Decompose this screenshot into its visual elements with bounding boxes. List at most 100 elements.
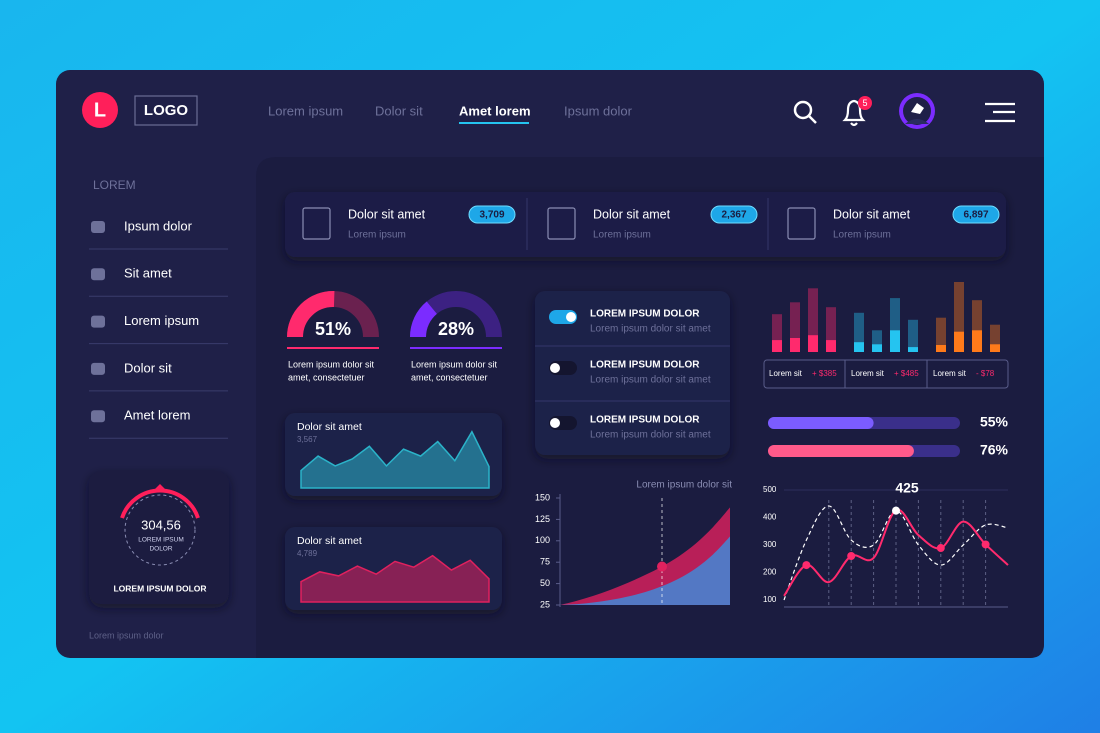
point: [981, 540, 990, 549]
stat-value: 6,897: [963, 210, 988, 221]
toggle-title: LOREM IPSUM DOLOR: [590, 415, 700, 426]
menu-icon[interactable]: [985, 102, 1015, 123]
widget-pointer: [154, 484, 166, 490]
widget-ring: [124, 494, 196, 566]
menu-icon: [91, 268, 105, 281]
legend-value: + $485: [894, 369, 919, 378]
menu-item[interactable]: Sit amet: [124, 266, 172, 281]
badge: [858, 96, 872, 110]
legend-value: + $385: [812, 369, 837, 378]
toggle-subtitle: Lorem ipsum dolor sit amet: [590, 430, 711, 441]
nav-underline: [459, 122, 529, 124]
progress-label: 76%: [980, 442, 1009, 458]
sparkline-title: Dolor sit amet: [297, 535, 362, 547]
menu-icon: [91, 315, 105, 328]
bar-highlight: [808, 335, 818, 352]
stats-strip: [285, 192, 1006, 257]
gauge-text: Lorem ipsum dolor sit: [288, 359, 375, 369]
nav-item[interactable]: Dolor sit: [375, 103, 423, 118]
bar: [808, 288, 818, 352]
search-icon[interactable]: [793, 100, 817, 124]
y-tick-label: 100: [535, 535, 550, 545]
bar-highlight: [790, 338, 800, 352]
y-tick-label: 500: [763, 485, 777, 494]
bar-legend-box: [763, 359, 1009, 389]
sidebar-heading: LOREM: [93, 178, 136, 192]
menu-icon: [91, 410, 105, 423]
y-tick-label: 50: [540, 578, 550, 588]
bar: [872, 330, 882, 352]
toggle-knob: [550, 363, 560, 373]
bar-highlight: [772, 340, 782, 352]
stat-badge: [710, 205, 758, 224]
annotation: 425: [895, 480, 919, 496]
legend-label: Lorem sit: [769, 369, 803, 378]
menu-item[interactable]: Ipsum dolor: [124, 218, 193, 233]
y-tick-label: 400: [763, 513, 777, 522]
logo-letter: L: [94, 99, 106, 121]
menu-item[interactable]: Amet lorem: [124, 408, 190, 423]
progress-label: 55%: [980, 414, 1009, 430]
sparkline-subtitle: 3,567: [297, 435, 318, 444]
bar-highlight: [990, 344, 1000, 352]
stat-icon: [547, 207, 576, 240]
nav-item[interactable]: Lorem ipsum: [268, 103, 343, 118]
bar: [772, 314, 782, 352]
menu-item[interactable]: Lorem ipsum: [124, 313, 199, 328]
bar-highlight: [872, 344, 882, 352]
toggle-subtitle: Lorem ipsum dolor sit amet: [590, 324, 711, 335]
stat-title: Dolor sit amet: [348, 207, 426, 221]
nav-item[interactable]: Ipsum dolor: [564, 103, 633, 118]
stat-subtitle: Lorem ipsum: [348, 230, 406, 241]
avatar-body: [905, 119, 929, 124]
gauge-value: [287, 291, 335, 338]
widget-caption: DOLOR: [149, 546, 172, 553]
widget-caption: LOREM IPSUM: [138, 537, 184, 544]
area: [560, 536, 730, 605]
bar: [972, 300, 982, 352]
y-tick-label: 125: [535, 514, 550, 524]
menu-icon: [91, 221, 105, 233]
bar-highlight: [908, 347, 918, 352]
gauge-text: Lorem ipsum dolor sit: [411, 359, 498, 369]
gauge-label: 28%: [438, 319, 474, 339]
bell-icon[interactable]: [842, 99, 866, 127]
sparkline-title: Dolor sit amet: [297, 421, 362, 433]
y-tick-label: 300: [763, 540, 777, 549]
bar: [826, 307, 836, 352]
avatar-face: [911, 103, 924, 114]
logo-box: [134, 95, 198, 126]
bar: [890, 298, 900, 352]
widget-card: [89, 471, 229, 604]
marker: [657, 561, 667, 572]
y-tick-label: 75: [540, 557, 550, 567]
stat-value: 3,709: [479, 210, 504, 221]
stat-badge: [468, 205, 516, 224]
sparkline-area: [300, 430, 490, 489]
widget-value: 304,56: [141, 517, 181, 532]
menu-icon: [91, 362, 105, 375]
y-tick-label: 150: [535, 492, 550, 502]
menu-item[interactable]: Dolor sit: [124, 360, 172, 375]
stat-icon: [787, 207, 816, 240]
bar-highlight: [854, 342, 864, 352]
progress-bar: [768, 417, 874, 429]
stat-icon: [302, 207, 331, 240]
bar-highlight: [826, 340, 836, 352]
toggle-card: [535, 291, 730, 455]
legend-label: Lorem sit: [851, 369, 885, 378]
bar: [936, 317, 946, 352]
gauge-text: amet, consectetuer: [288, 372, 365, 382]
point: [892, 506, 900, 515]
logo-text: LOGO: [144, 102, 188, 119]
bar: [790, 302, 800, 352]
legend-value: - $78: [976, 369, 995, 378]
widget-arc: [120, 488, 200, 519]
gauge-value: [410, 301, 438, 338]
bar-highlight: [972, 330, 982, 352]
stat-title: Dolor sit amet: [833, 207, 911, 221]
sparkline-subtitle: 4,789: [297, 549, 318, 558]
nav-item[interactable]: Amet lorem: [459, 103, 531, 118]
sidebar-footer: Lorem ipsum dolor: [89, 630, 164, 640]
